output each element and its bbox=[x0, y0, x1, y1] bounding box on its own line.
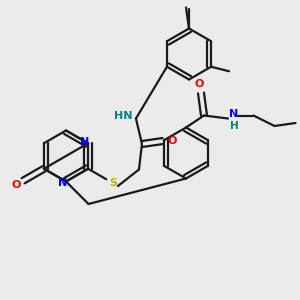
Text: N: N bbox=[58, 178, 68, 188]
Text: H: H bbox=[230, 121, 238, 131]
Text: HN: HN bbox=[114, 110, 133, 121]
Text: O: O bbox=[167, 136, 177, 146]
Text: O: O bbox=[195, 79, 204, 89]
Text: O: O bbox=[12, 179, 21, 190]
Text: N: N bbox=[230, 109, 238, 119]
Text: S: S bbox=[109, 178, 117, 188]
Text: N: N bbox=[80, 137, 89, 147]
